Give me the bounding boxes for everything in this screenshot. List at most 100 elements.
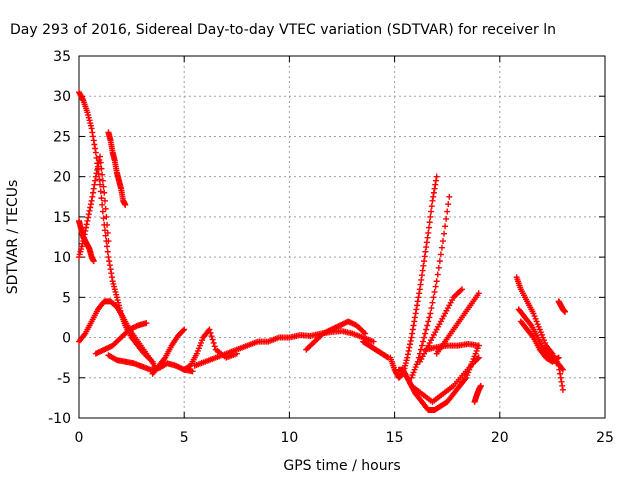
series-arc23 bbox=[515, 306, 566, 373]
series-arc15 bbox=[395, 342, 482, 413]
data-point bbox=[427, 310, 434, 317]
data-point bbox=[80, 234, 87, 241]
data-point bbox=[90, 133, 97, 140]
data-point bbox=[104, 221, 111, 228]
data-point bbox=[90, 258, 97, 265]
x-tick-label: 15 bbox=[386, 430, 404, 446]
data-point bbox=[407, 337, 414, 344]
data-point bbox=[441, 230, 448, 237]
data-point bbox=[108, 274, 115, 281]
data-point bbox=[432, 177, 439, 184]
data-point bbox=[475, 290, 482, 297]
data-point bbox=[437, 251, 444, 258]
data-point bbox=[102, 205, 109, 212]
data-point bbox=[442, 223, 449, 230]
data-point bbox=[418, 272, 425, 279]
data-point bbox=[415, 294, 422, 301]
data-point bbox=[104, 248, 111, 255]
data-point bbox=[558, 378, 565, 385]
x-tick-label: 25 bbox=[596, 430, 614, 446]
data-point bbox=[99, 177, 106, 184]
data-point bbox=[557, 374, 564, 381]
x-tick-label: 10 bbox=[280, 430, 298, 446]
series-arc21 bbox=[513, 274, 566, 393]
data-point bbox=[85, 211, 92, 218]
grid bbox=[79, 56, 605, 418]
data-point bbox=[419, 267, 426, 274]
y-tick-label: 20 bbox=[53, 170, 71, 186]
data-point bbox=[98, 165, 105, 172]
data-point bbox=[101, 197, 108, 204]
data-point bbox=[409, 326, 416, 333]
data-point bbox=[477, 382, 484, 389]
data-point bbox=[90, 185, 97, 192]
data-point bbox=[88, 125, 95, 132]
x-tick-label: 0 bbox=[75, 430, 84, 446]
data-point bbox=[438, 244, 445, 251]
data-point bbox=[92, 149, 99, 156]
data-point bbox=[421, 253, 428, 260]
chart-title: Day 293 of 2016, Sidereal Day-to-day VTE… bbox=[10, 22, 556, 38]
data-point bbox=[180, 327, 187, 334]
data-point bbox=[362, 330, 369, 337]
data-point bbox=[88, 197, 95, 204]
data-point bbox=[92, 145, 99, 152]
data-point bbox=[429, 197, 436, 204]
y-tick-label: 0 bbox=[62, 331, 71, 347]
y-tick-label: 30 bbox=[53, 89, 71, 105]
data-point bbox=[433, 278, 440, 285]
data-point bbox=[423, 244, 430, 251]
data-point bbox=[430, 294, 437, 301]
data-point bbox=[404, 354, 411, 361]
data-point bbox=[98, 195, 105, 202]
data-point bbox=[423, 239, 430, 246]
data-point bbox=[431, 185, 438, 192]
data-point bbox=[94, 166, 101, 173]
data-point bbox=[86, 207, 93, 214]
data-point bbox=[416, 290, 423, 297]
series-arc20 bbox=[471, 382, 484, 405]
data-point bbox=[101, 189, 108, 196]
data-point bbox=[425, 318, 432, 325]
data-point bbox=[90, 189, 97, 196]
data-point bbox=[420, 262, 427, 269]
data-point bbox=[458, 286, 465, 293]
data-point bbox=[432, 181, 439, 188]
data-point bbox=[430, 193, 437, 200]
y-tick-label: 35 bbox=[53, 49, 71, 65]
series-arc24 bbox=[555, 298, 569, 315]
data-point bbox=[445, 201, 452, 208]
data-point bbox=[417, 346, 424, 353]
data-point bbox=[433, 173, 440, 180]
data-point bbox=[87, 201, 94, 208]
data-point bbox=[96, 176, 103, 183]
y-tick-label: -10 bbox=[48, 411, 71, 427]
data-point bbox=[91, 181, 98, 188]
data-point bbox=[559, 386, 566, 393]
data-point bbox=[97, 188, 104, 195]
series-arc12 bbox=[360, 338, 392, 361]
data-point bbox=[87, 204, 94, 211]
series-arc18 bbox=[423, 340, 482, 353]
data-point bbox=[431, 288, 438, 295]
data-point bbox=[105, 254, 112, 261]
data-point bbox=[208, 333, 215, 340]
data-point bbox=[422, 248, 429, 255]
data-point bbox=[410, 322, 417, 329]
data-point bbox=[427, 213, 434, 220]
data-point bbox=[429, 299, 436, 306]
data-point bbox=[416, 286, 423, 293]
data-point bbox=[90, 137, 97, 144]
data-point bbox=[446, 193, 453, 200]
series-arc16 bbox=[416, 286, 465, 365]
data-point bbox=[122, 201, 129, 208]
data-point bbox=[421, 334, 428, 341]
data-point bbox=[422, 330, 429, 337]
data-point bbox=[80, 238, 87, 245]
data-point bbox=[411, 314, 418, 321]
data-point bbox=[99, 201, 106, 208]
data-point bbox=[555, 354, 562, 361]
data-point bbox=[106, 262, 113, 269]
y-tick-label: -5 bbox=[57, 371, 71, 387]
data-point bbox=[418, 342, 425, 349]
